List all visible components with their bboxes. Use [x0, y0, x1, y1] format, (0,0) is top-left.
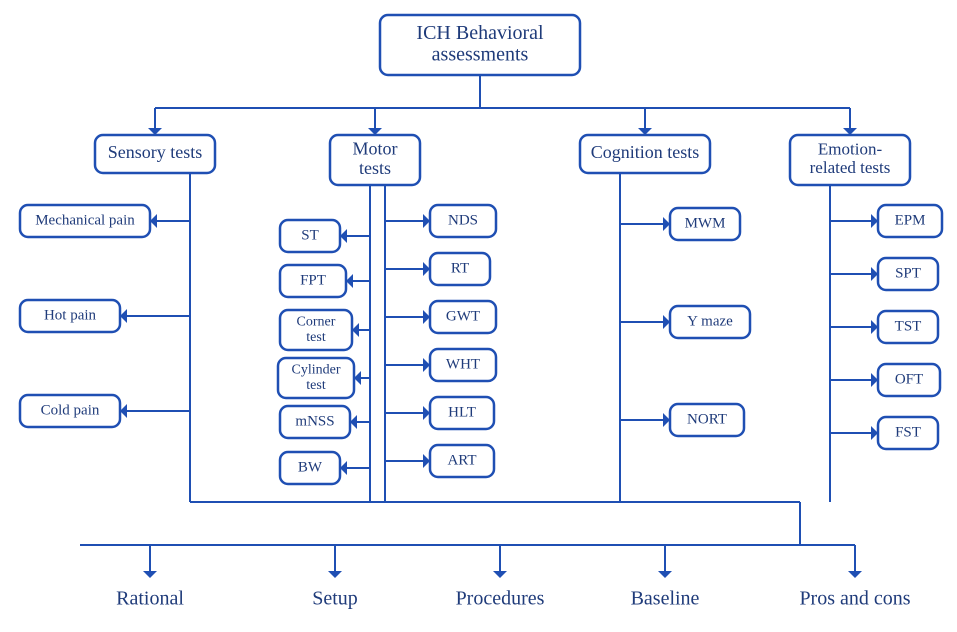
- bottom-label: Procedures: [456, 588, 545, 610]
- node-mwm: MWM: [670, 208, 740, 240]
- node-rt-label: RT: [451, 260, 469, 276]
- bottom-label: Baseline: [631, 588, 700, 610]
- node-cognition: Cognition tests: [580, 135, 710, 173]
- node-wht: WHT: [430, 349, 496, 381]
- node-nort-label: NORT: [687, 411, 727, 427]
- node-cognition-label: Cognition tests: [591, 142, 700, 162]
- node-tst: TST: [878, 311, 938, 343]
- node-bw-label: BW: [298, 459, 323, 475]
- node-art-label: ART: [447, 452, 476, 468]
- node-nort: NORT: [670, 404, 744, 436]
- bottom-label: Pros and cons: [799, 588, 910, 610]
- node-bw: BW: [280, 452, 340, 484]
- bottom-label: Rational: [116, 588, 184, 610]
- node-motor: Motortests: [330, 135, 420, 185]
- node-corner-label: test: [306, 330, 326, 345]
- node-epm-label: EPM: [895, 212, 926, 228]
- node-cold_pain: Cold pain: [20, 395, 120, 427]
- node-hlt: HLT: [430, 397, 494, 429]
- node-mech_pain-label: Mechanical pain: [35, 212, 135, 228]
- node-oft: OFT: [878, 364, 940, 396]
- flowchart-svg: ICH Behavioralassessments Sensory tests Mo…: [0, 0, 957, 632]
- node-cylinder-label: test: [306, 378, 326, 393]
- node-cold_pain-label: Cold pain: [41, 402, 100, 418]
- node-sensory-label: Sensory tests: [108, 142, 203, 162]
- node-mnss-label: mNSS: [295, 413, 334, 429]
- node-cylinder-label: Cylinder: [292, 363, 341, 378]
- node-spt-label: SPT: [895, 265, 921, 281]
- node-epm: EPM: [878, 205, 942, 237]
- node-nds: NDS: [430, 205, 496, 237]
- node-oft-label: OFT: [895, 371, 923, 387]
- node-motor-label: Motor: [353, 138, 398, 158]
- node-mnss: mNSS: [280, 406, 350, 438]
- node-emotion: Emotion-related tests: [790, 135, 910, 185]
- node-ymaze: Y maze: [670, 306, 750, 338]
- node-rt: RT: [430, 253, 490, 285]
- node-ymaze-label: Y maze: [687, 313, 733, 329]
- bottom-label: Setup: [312, 588, 358, 610]
- node-mwm-label: MWM: [685, 215, 726, 231]
- node-mech_pain: Mechanical pain: [20, 205, 150, 237]
- node-root-label: ICH Behavioral: [416, 22, 544, 44]
- node-corner: Cornertest: [280, 310, 352, 350]
- node-sensory: Sensory tests: [95, 135, 215, 173]
- node-fpt: FPT: [280, 265, 346, 297]
- node-hot_pain: Hot pain: [20, 300, 120, 332]
- node-nds-label: NDS: [448, 212, 478, 228]
- node-st-label: ST: [301, 227, 319, 243]
- node-gwt-label: GWT: [446, 308, 480, 324]
- node-fpt-label: FPT: [300, 272, 326, 288]
- node-st: ST: [280, 220, 340, 252]
- node-hlt-label: HLT: [448, 404, 476, 420]
- node-tst-label: TST: [895, 318, 922, 334]
- node-root-label: assessments: [432, 43, 529, 65]
- node-fst: FST: [878, 417, 938, 449]
- node-cylinder: Cylindertest: [278, 358, 354, 398]
- node-wht-label: WHT: [446, 356, 480, 372]
- node-spt: SPT: [878, 258, 938, 290]
- node-gwt: GWT: [430, 301, 496, 333]
- node-emotion-label: related tests: [810, 158, 891, 177]
- node-motor-label: tests: [359, 158, 391, 178]
- node-fst-label: FST: [895, 424, 921, 440]
- node-hot_pain-label: Hot pain: [44, 307, 97, 323]
- node-emotion-label: Emotion-: [818, 140, 883, 159]
- node-root: ICH Behavioralassessments: [380, 15, 580, 75]
- node-corner-label: Corner: [297, 315, 336, 330]
- node-art: ART: [430, 445, 494, 477]
